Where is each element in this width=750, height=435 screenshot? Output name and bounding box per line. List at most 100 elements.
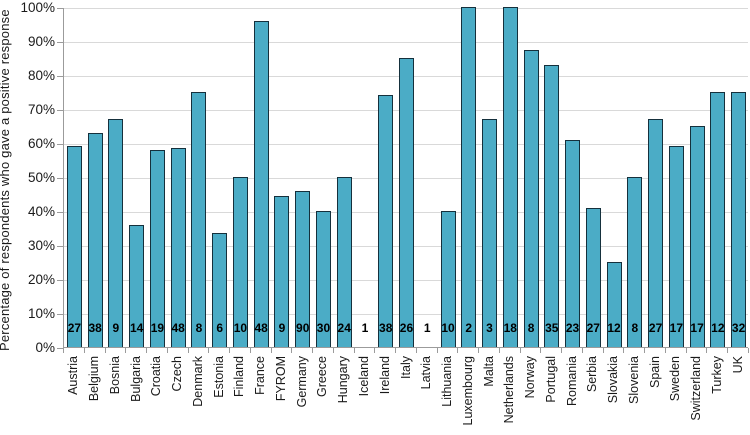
y-axis-tick-label: 80% [27,68,55,83]
bar-slot: 30 [313,8,334,347]
bar [108,119,124,347]
bar [668,146,684,347]
x-axis-tick [415,348,417,353]
bar [440,211,456,347]
bar-slot: 12 [604,8,625,347]
bar-value-label: 8 [195,321,203,335]
x-axis-tick [748,348,749,353]
gridline [64,8,748,9]
x-axis-tick-label: Switzerland [689,356,704,421]
bar-value-label: 8 [631,321,639,335]
bar-value-label: 12 [607,321,621,335]
y-axis-tick [57,8,63,9]
x-axis-tick-label: Malta [481,356,496,387]
y-axis-tick-label: 50% [27,170,55,185]
x-axis-tick-label: Serbia [585,356,600,393]
x-axis-tick-label: Lithuania [440,356,454,407]
x-axis-tick-label: Croatia [149,356,164,397]
x-axis-tick-label: Slovakia [606,356,621,404]
x-axis-tick [187,348,189,353]
bar-value-label: 17 [669,321,684,335]
x-axis-tick-label: Bulgaria [128,356,143,402]
y-axis-tick [57,42,63,43]
x-axis-tick [623,348,625,353]
x-axis-tick [561,348,563,353]
bar-value-label: 9 [278,321,286,335]
bar-slot: 3 [479,8,500,347]
x-axis-tick-label: UK [730,356,745,374]
bar-slot: 35 [541,8,562,347]
bar-slot: 8 [624,8,645,347]
bar-slot: 38 [85,8,106,347]
bar-value-label: 10 [233,321,248,335]
x-axis-tick-label: Portugal [543,356,558,403]
y-axis-tick [57,144,63,145]
bar-value-label: 10 [441,321,455,335]
bar [731,92,747,347]
x-axis-tick [104,348,106,353]
x-axis-tick-label: Finland [232,356,247,397]
bar-value-label: 24 [337,321,351,335]
x-axis-tick [291,348,293,353]
x-axis-tick [685,348,687,353]
x-axis-tick-label: Spain [647,356,662,388]
bar [336,177,352,347]
bar-value-label: 38 [379,321,393,335]
x-axis-tick [581,348,583,353]
y-axis-tick-label: 40% [27,204,55,219]
bar-slot: 27 [64,8,85,347]
bar [66,146,82,347]
bar [648,119,664,347]
bar [606,262,622,347]
bar-slot: 17 [687,8,708,347]
bar-slot: 24 [334,8,355,347]
x-axis-tick-label: Sweden [668,356,683,402]
y-axis-tick-label: 30% [27,238,55,253]
bar [87,132,103,347]
x-axis-tick-label: Slovenia [626,356,641,404]
bar-value-label: 26 [399,321,414,335]
x-axis-tick [125,348,127,353]
x-axis-tick [270,348,272,353]
bar-slot: 38 [375,8,396,347]
bar-value-label: 2 [465,321,473,335]
bar-value-label: 1 [361,321,369,335]
bar [274,195,290,347]
x-axis-tick [498,348,500,353]
bar-slot: 1 [355,8,376,347]
bar-value-label: 30 [316,321,331,335]
x-axis-tick-label: Bosnia [107,356,122,395]
x-axis-tick [249,348,251,353]
x-axis-tick [63,348,64,353]
y-axis-tick [57,246,63,247]
gridline [64,42,748,43]
x-axis-tick [727,348,729,353]
bar-slot: 2 [458,7,479,347]
bar-value-label: 14 [129,321,144,335]
bar-slot: 27 [645,8,666,347]
x-axis-tick-label: Iceland [356,356,371,397]
x-axis-tick-label: FYROM [273,356,288,402]
x-axis-tick-label: Norway [523,356,538,399]
bar [398,58,414,347]
bar-slot: 12 [707,8,728,347]
x-axis-tick [146,348,148,353]
y-axis-tick-label: 10% [27,306,55,321]
bar-slot: 10 [438,8,459,347]
y-axis-tick [57,280,63,281]
bar-slot: 19 [147,8,168,347]
y-axis-tick [57,348,63,349]
x-axis-tick [602,348,604,353]
bar-value-label: 35 [545,321,559,335]
bar [710,92,726,347]
x-axis-tick [706,348,708,353]
bar-value-label: 19 [150,321,165,335]
y-axis-tick [57,212,63,213]
x-axis-tick-label: Estonia [211,356,226,398]
x-axis-tick-label: France [253,356,268,395]
bar [295,190,311,347]
bar-slot: 90 [292,8,313,347]
bar-slot: 14 [126,8,147,347]
bar-value-label: 38 [88,321,102,335]
